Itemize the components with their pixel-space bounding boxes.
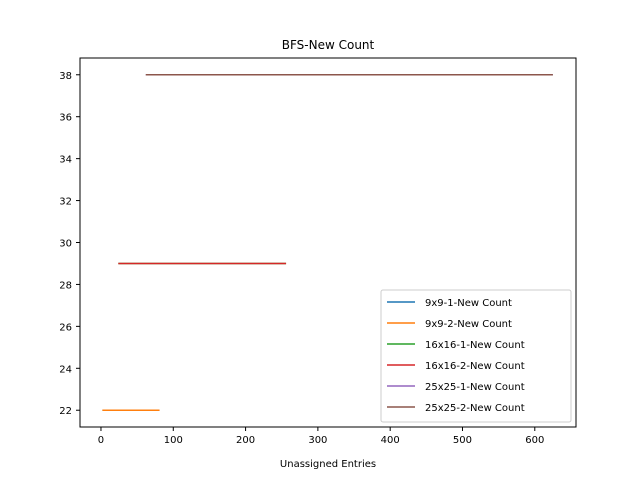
legend-entry-label: 9x9-1-New Count	[425, 298, 512, 309]
series-layer	[102, 74, 553, 411]
y-tick-label: 26	[59, 322, 72, 333]
x-tick-label: 300	[308, 435, 327, 446]
legend-entry-label: 9x9-2-New Count	[425, 319, 512, 330]
x-tick-label: 0	[98, 435, 104, 446]
legend-entry-label: 25x25-1-New Count	[425, 382, 525, 393]
y-tick-label: 28	[59, 280, 72, 291]
y-tick-label: 36	[59, 113, 72, 124]
legend: 9x9-1-New Count 9x9-2-New Count 16x16-1-Ne…	[380, 289, 572, 423]
y-tick-label: 34	[59, 155, 72, 166]
y-tick-label: 30	[59, 239, 72, 250]
x-tick-label: 400	[381, 435, 400, 446]
x-axis-ticks: 0 100 200 300 400 500 600	[98, 427, 544, 446]
y-tick-label: 32	[59, 197, 72, 208]
legend-entry-label: 16x16-1-New Count	[425, 340, 525, 351]
x-tick-label: 200	[236, 435, 255, 446]
x-axis-label: Unassigned Entries	[280, 459, 376, 470]
legend-entry-label: 16x16-2-New Count	[425, 361, 525, 372]
legend-entry-label: 25x25-2-New Count	[425, 403, 525, 414]
legend-box	[380, 289, 572, 423]
y-tick-label: 38	[59, 71, 72, 82]
x-tick-label: 500	[453, 435, 472, 446]
x-tick-label: 100	[164, 435, 183, 446]
y-axis-ticks: 22 24 26 28 30 32 34 36 38	[59, 71, 80, 417]
y-tick-label: 24	[59, 364, 72, 375]
y-tick-label: 22	[59, 406, 72, 417]
chart-title: BFS-New Count	[282, 38, 375, 52]
x-tick-label: 600	[525, 435, 544, 446]
